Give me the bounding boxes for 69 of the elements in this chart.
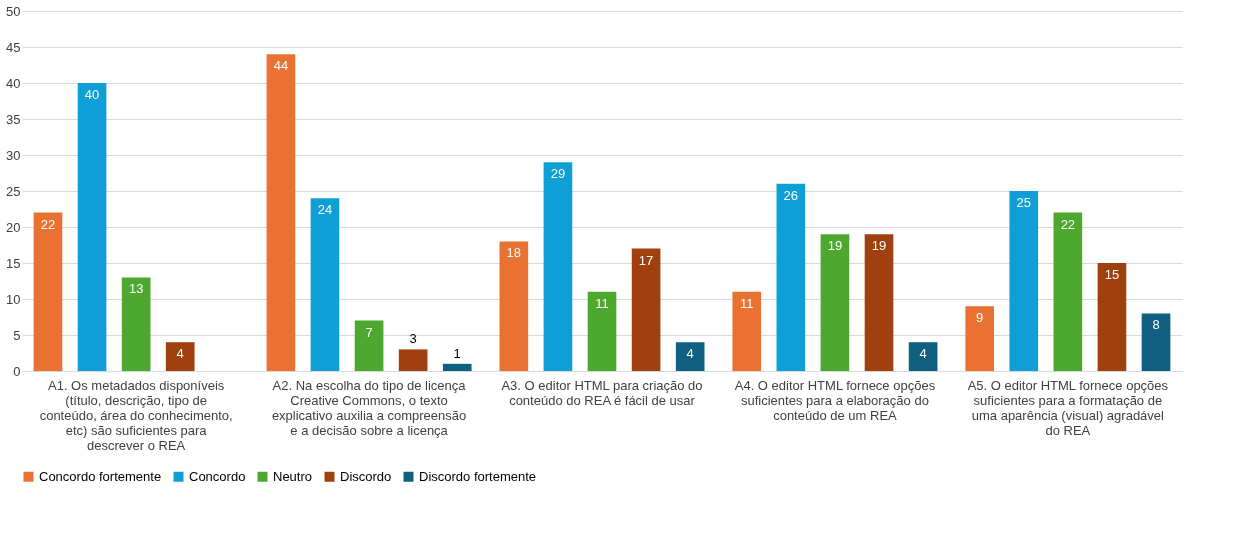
x-tick-label: A3. O editor HTML para criação do conteúdo do REA é fácil de usar (501, 377, 703, 408)
data-label: 7 (365, 324, 373, 340)
bar (1097, 263, 1127, 371)
legend-label: Neutro (273, 468, 313, 484)
bar (121, 277, 151, 371)
data-label: 24 (317, 202, 333, 218)
data-label: 4 (176, 346, 184, 362)
data-label: 19 (871, 238, 887, 254)
legend-label: Discordo (340, 468, 392, 484)
bar (165, 342, 195, 371)
data-label: 8 (1152, 317, 1160, 333)
y-tick-label: 15 (6, 255, 21, 271)
y-tick-label: 10 (6, 291, 21, 307)
bar (354, 320, 384, 371)
bar (1053, 212, 1083, 371)
data-label: 4 (686, 346, 694, 362)
x-tick-label: A4. O editor HTML fornece opções suficientes para a elaboração do conteúdo de um REA (734, 377, 936, 423)
data-label: 19 (827, 238, 843, 254)
data-label: 15 (1104, 267, 1120, 282)
bar (442, 363, 472, 371)
bar (543, 162, 573, 371)
y-tick-label: 0 (13, 363, 21, 379)
bar (1009, 191, 1039, 371)
data-label: 9 (976, 310, 984, 326)
data-label: 22 (1060, 216, 1076, 232)
y-tick-label: 40 (6, 75, 21, 91)
bar (310, 198, 340, 371)
data-label: 40 (84, 87, 100, 102)
bar (266, 54, 296, 371)
bar (1141, 313, 1171, 371)
data-label: 26 (783, 187, 799, 203)
y-tick-label: 45 (6, 39, 21, 55)
x-tick-label: A1. Os metadados disponíveis (título, descrição, tipo de conteúdo, área do conhecimento, etc) são suficientes para descrever o REA (39, 377, 233, 453)
data-label: 11 (595, 295, 609, 311)
legend-label: Concordo (189, 468, 246, 484)
legend-label: Concordo fortemente (39, 468, 162, 484)
data-label: 4 (919, 346, 927, 362)
bar (33, 212, 63, 371)
data-label: 22 (40, 216, 56, 232)
x-tick-label: A5. O editor HTML fornece opções suficientes para a formatação de uma aparência (visual) agradável do REA (967, 377, 1169, 438)
data-label: 44 (273, 58, 289, 74)
y-tick-label: 50 (6, 3, 21, 19)
x-tick-label: A2. Na escolha do tipo de licença Creative Commons, o texto explicativo auxilia a compreensão e a decisão sobre a licença (271, 377, 467, 438)
data-label: 13 (128, 281, 144, 297)
bar (732, 291, 762, 371)
bar (776, 183, 806, 371)
data-label: 25 (1016, 195, 1032, 210)
bar (965, 306, 995, 371)
bar (77, 83, 107, 371)
y-tick-label: 25 (6, 183, 21, 199)
legend-label: Discordo fortemente (419, 468, 537, 484)
bar (820, 234, 850, 371)
data-label: 17 (638, 252, 654, 268)
bar (908, 342, 938, 371)
bar (675, 342, 705, 371)
data-label: 18 (506, 245, 522, 261)
bar (864, 234, 894, 371)
bar (499, 241, 529, 371)
data-label: 11 (740, 295, 754, 311)
data-label: 3 (409, 331, 417, 347)
y-tick-label: 20 (6, 219, 21, 235)
y-tick-label: 30 (6, 147, 21, 163)
data-label: 29 (550, 166, 566, 182)
data-label: 1 (453, 345, 461, 361)
y-tick-label: 5 (13, 327, 21, 343)
y-tick-label: 35 (6, 111, 21, 127)
bar (398, 349, 428, 371)
bar (587, 291, 617, 371)
bar (631, 248, 661, 371)
